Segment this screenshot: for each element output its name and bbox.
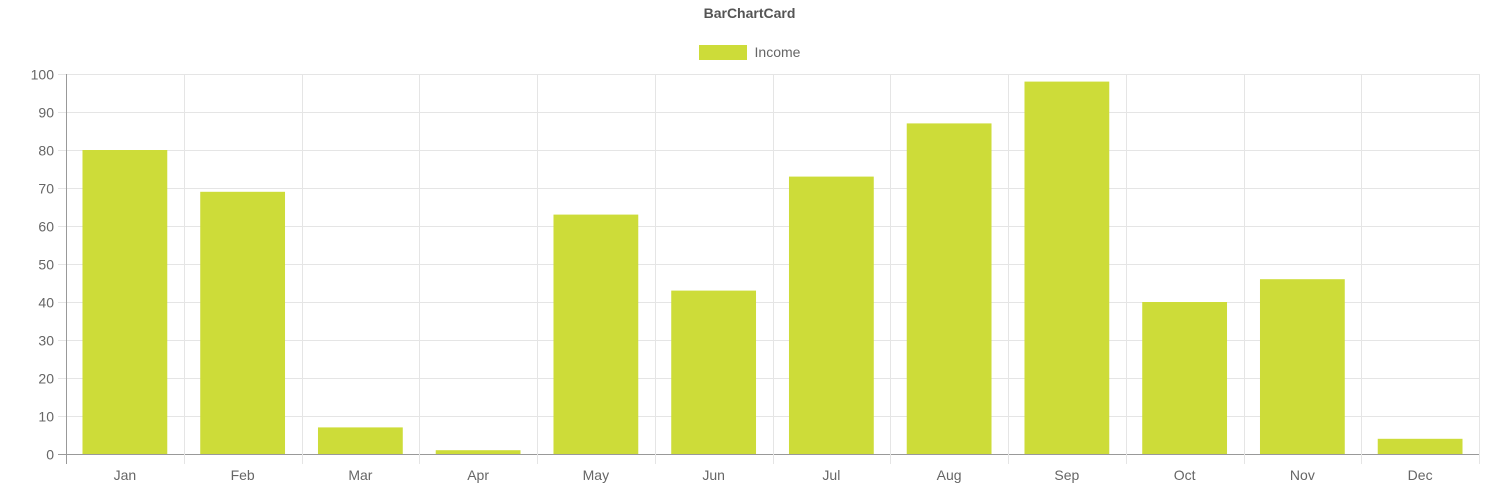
x-tick-label: Jan xyxy=(114,467,137,483)
bar-may xyxy=(553,214,639,454)
y-tick-label: 80 xyxy=(38,143,54,159)
bar-jul xyxy=(788,176,874,454)
y-tick-label: 10 xyxy=(38,409,54,425)
x-tick-label: Mar xyxy=(348,467,372,483)
bar-jun xyxy=(671,290,757,454)
x-tick-label: Jul xyxy=(822,467,840,483)
x-tick-label: Dec xyxy=(1408,467,1433,483)
y-tick-label: 20 xyxy=(38,371,54,387)
bar-dec xyxy=(1377,438,1463,454)
chart-legend[interactable]: Income xyxy=(0,44,1499,60)
bar-nov xyxy=(1259,279,1345,454)
bar-jan xyxy=(82,150,168,454)
y-tick-label: 70 xyxy=(38,181,54,197)
bar-aug xyxy=(906,123,992,455)
y-tick-label: 50 xyxy=(38,257,54,273)
x-tick-label: Oct xyxy=(1174,467,1196,483)
chart-title: BarChartCard xyxy=(703,5,796,21)
legend-swatch-income[interactable] xyxy=(698,44,747,60)
bar-mar xyxy=(317,427,403,454)
x-tick-label: Jun xyxy=(702,467,725,483)
y-tick-label: 0 xyxy=(46,447,54,463)
y-tick-label: 100 xyxy=(31,67,55,83)
x-tick-label: May xyxy=(583,467,609,483)
x-tick-label: Feb xyxy=(231,467,255,483)
bar-sep xyxy=(1024,81,1110,454)
bar-oct xyxy=(1142,302,1228,454)
x-tick-label: Apr xyxy=(467,467,489,483)
bar-apr xyxy=(435,450,521,454)
bar-feb xyxy=(200,191,286,455)
y-tick-label: 90 xyxy=(38,105,54,121)
x-tick-label: Aug xyxy=(937,467,962,483)
x-tick-label: Sep xyxy=(1054,467,1079,483)
x-tick-label: Nov xyxy=(1290,467,1315,483)
legend-label-income[interactable]: Income xyxy=(754,44,801,60)
y-tick-label: 30 xyxy=(38,333,54,349)
y-tick-label: 40 xyxy=(38,295,54,311)
y-tick-label: 60 xyxy=(38,219,54,235)
